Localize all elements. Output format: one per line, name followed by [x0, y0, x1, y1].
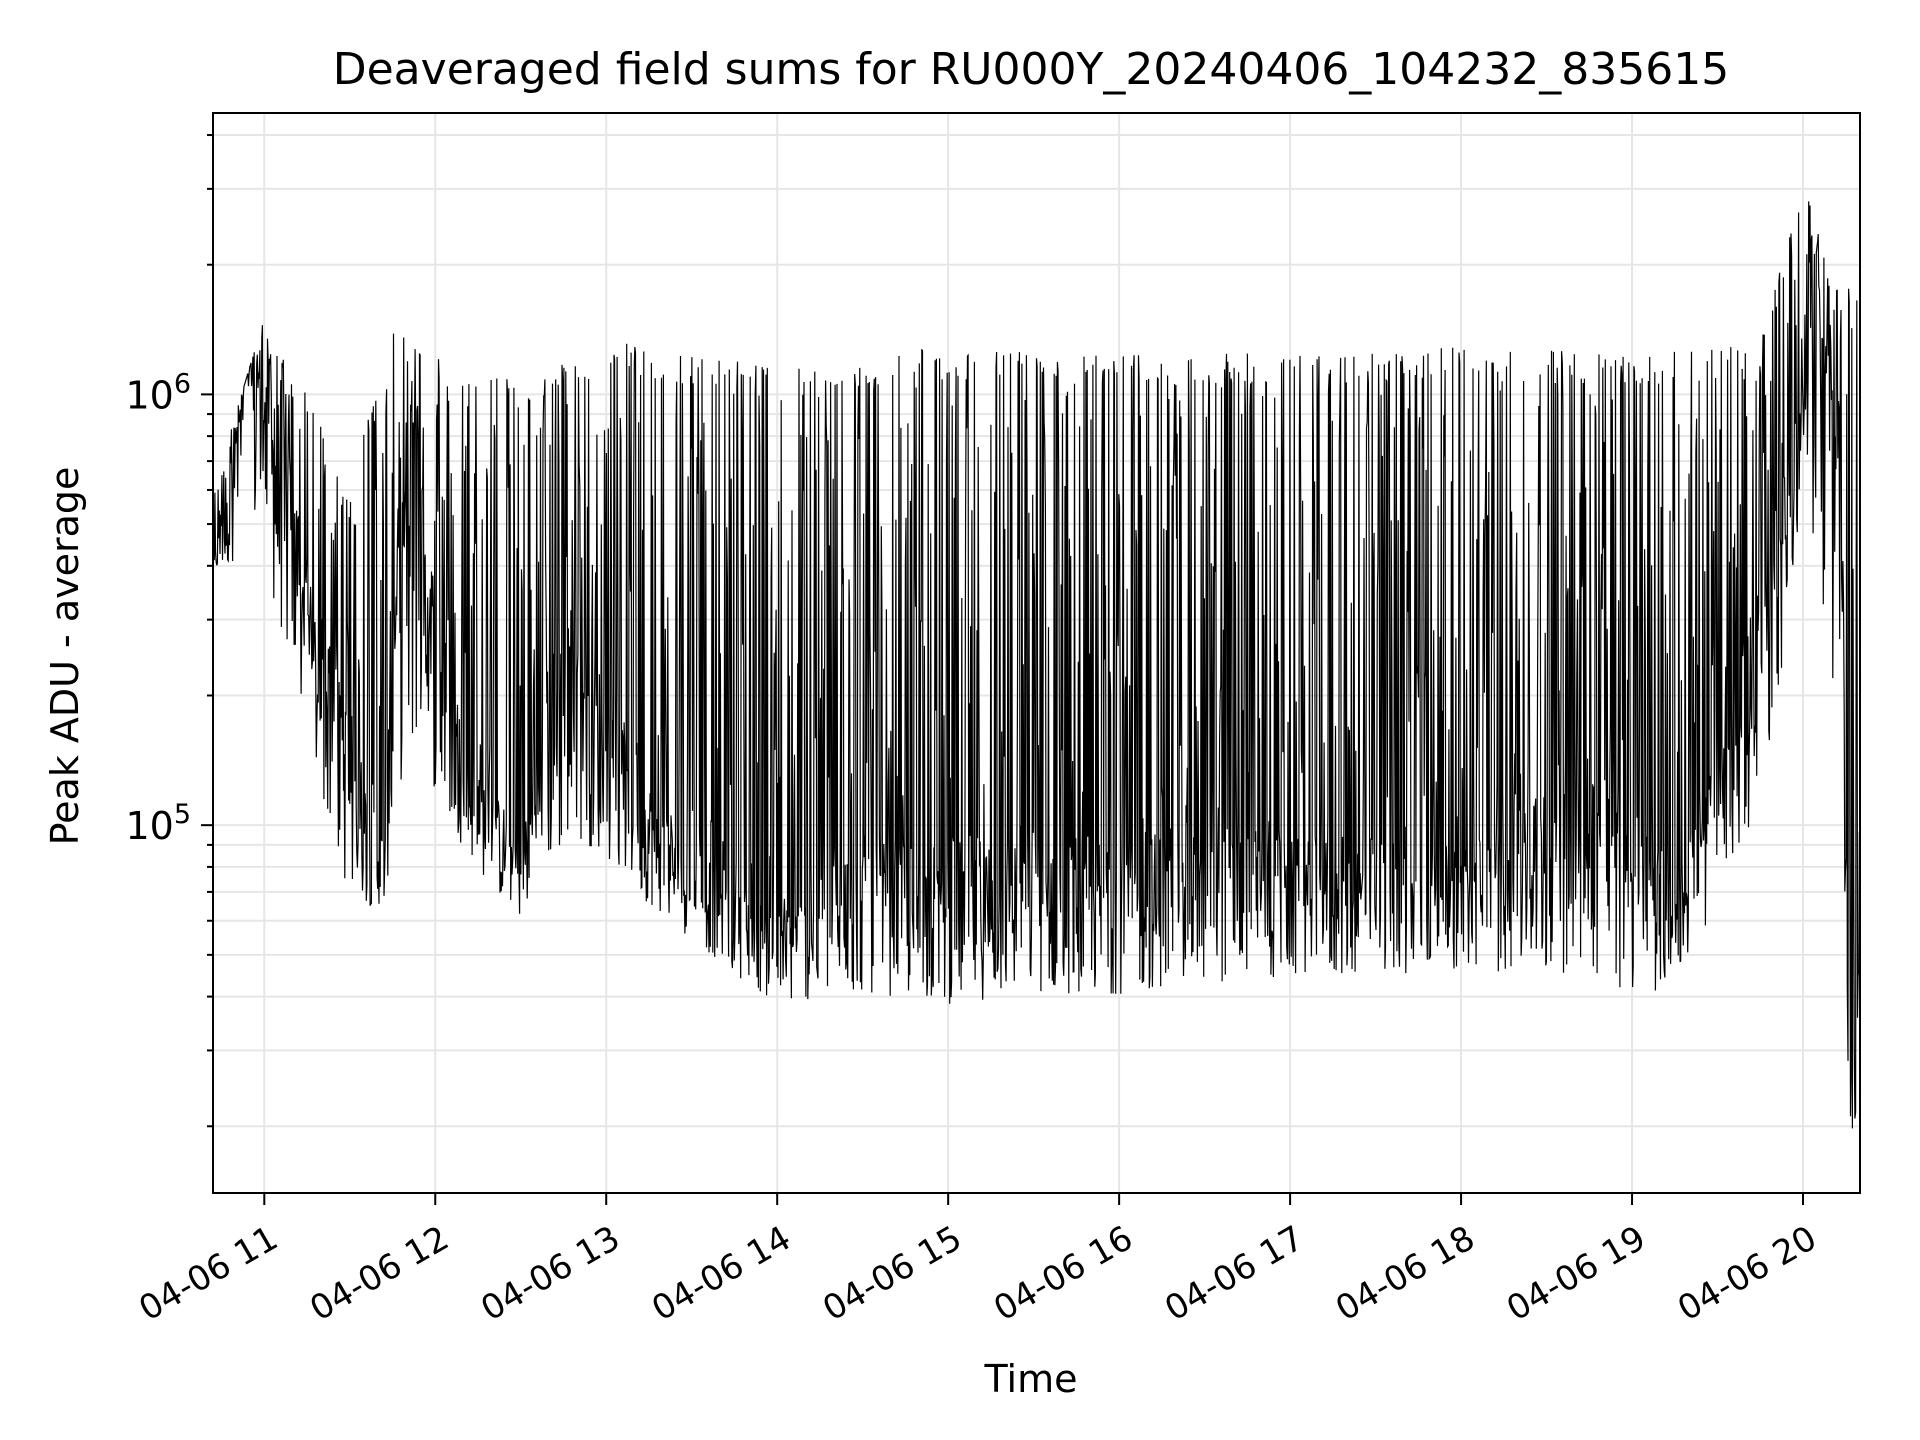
plot-frame — [212, 112, 1861, 1194]
y-axis-label: Peak ADU - average — [43, 467, 87, 846]
series-line — [212, 201, 1861, 1129]
y-tick-label: 106 — [125, 368, 191, 417]
y-tick-label: 105 — [125, 799, 191, 848]
x-axis-label: Time — [984, 1357, 1078, 1401]
y-axis: 105 106 — [125, 134, 213, 1128]
chart-title: Deaveraged field sums for RU000Y_2024040… — [333, 44, 1730, 95]
series-path — [212, 201, 1861, 1129]
